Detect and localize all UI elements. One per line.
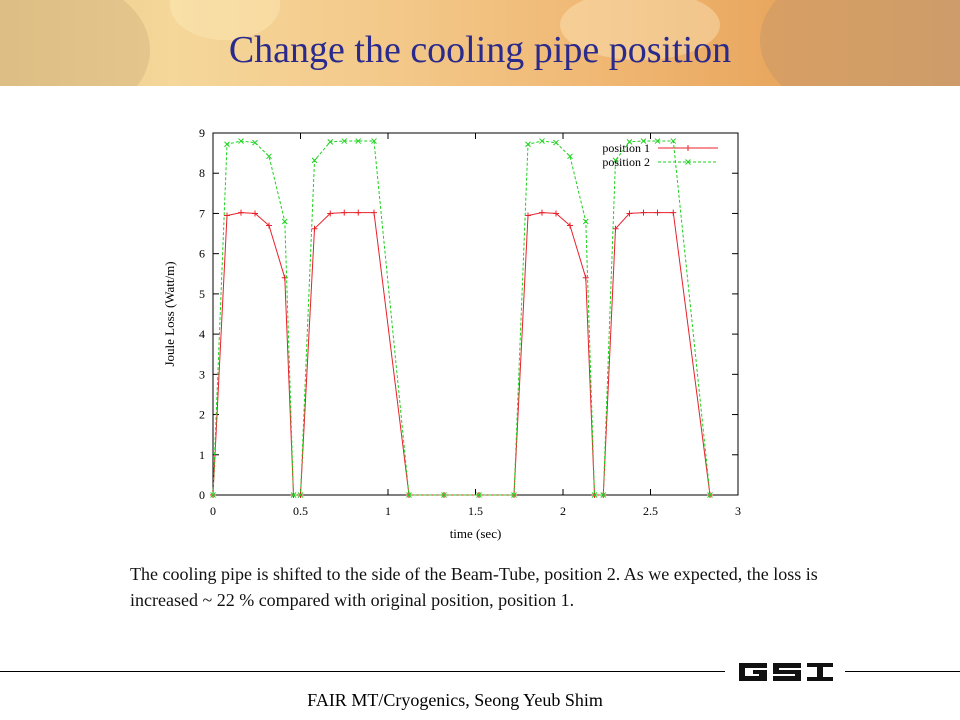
data-point [281, 218, 288, 225]
data-point [224, 212, 230, 219]
x-tick-label: 3 [735, 504, 741, 518]
data-point [591, 492, 598, 498]
x-tick-label: 0 [210, 504, 216, 518]
legend-label: position 2 [602, 155, 650, 169]
data-point [290, 492, 297, 498]
data-point [238, 138, 244, 144]
data-point [539, 209, 545, 216]
series-line-1 [212, 212, 711, 496]
data-point [224, 141, 230, 148]
x-axis-label: time (sec) [450, 526, 502, 541]
data-point [553, 210, 559, 217]
series-line-2 [212, 140, 711, 496]
banner-decoration [560, 0, 720, 60]
data-point [297, 492, 304, 498]
data-point [654, 209, 661, 216]
data-point [553, 139, 559, 146]
legend-marker [685, 159, 691, 165]
legend-label: position 1 [602, 141, 650, 155]
data-point [600, 492, 607, 498]
slide-caption: The cooling pipe is shifted to the side … [130, 564, 818, 610]
data-point [525, 212, 531, 219]
data-point [626, 210, 633, 217]
data-point [266, 153, 272, 160]
data-point [252, 210, 258, 217]
y-axis-label: Joule Loss (Watt/m) [162, 261, 177, 366]
x-tick-label: 2 [560, 504, 566, 518]
data-point [654, 138, 661, 144]
data-point [371, 138, 377, 144]
x-tick-label: 2.5 [643, 504, 658, 518]
banner-decoration [760, 0, 960, 86]
data-point [341, 209, 348, 216]
y-tick-label: 2 [199, 408, 205, 422]
data-point [511, 492, 517, 498]
data-point [371, 209, 377, 216]
data-point [670, 209, 677, 216]
data-point [311, 157, 318, 164]
data-point [670, 138, 677, 144]
data-point [355, 138, 362, 144]
data-point [327, 210, 334, 217]
y-tick-label: 4 [199, 327, 205, 341]
data-point [640, 138, 647, 144]
slide-title: Change the cooling pipe position [228, 29, 732, 71]
data-point [210, 492, 216, 498]
data-point [441, 492, 447, 498]
data-point [476, 492, 482, 498]
data-point [612, 157, 619, 164]
data-point [707, 492, 713, 498]
data-point [640, 209, 647, 216]
data-point [539, 138, 545, 144]
data-point [266, 222, 272, 229]
data-point [525, 141, 531, 148]
data-point [341, 138, 348, 144]
data-point [567, 222, 573, 229]
y-tick-label: 3 [199, 367, 205, 381]
y-tick-label: 5 [199, 287, 205, 301]
data-point [626, 138, 633, 145]
title-banner: Change the cooling pipe position [0, 0, 960, 86]
data-point [311, 225, 318, 232]
x-tick-label: 0.5 [293, 504, 308, 518]
data-point [238, 209, 244, 216]
x-tick-label: 1 [385, 504, 391, 518]
footer-divider-left [0, 671, 725, 672]
y-tick-label: 8 [199, 166, 205, 180]
y-tick-label: 1 [199, 448, 205, 462]
footer-divider-right [845, 671, 960, 672]
gsi-logo [739, 663, 833, 681]
x-tick-label: 1.5 [468, 504, 483, 518]
y-tick-label: 0 [199, 488, 205, 502]
data-point [327, 138, 334, 145]
y-tick-label: 6 [199, 247, 205, 261]
data-point [582, 218, 589, 225]
data-point [567, 153, 573, 160]
joule-loss-chart: 0 1 2 3 4 5 6 7 8 9 0 0.5 1 1.5 2 2.5 3 time (sec) Joule L… [162, 126, 741, 541]
legend-marker [685, 145, 691, 151]
data-point [355, 209, 362, 216]
banner-decoration [0, 0, 150, 86]
data-point [406, 492, 412, 498]
data-point [252, 139, 258, 146]
footer-text: FAIR MT/Cryogenics, Seong Yeub Shim [307, 690, 603, 710]
y-tick-label: 9 [199, 126, 205, 140]
y-tick-label: 7 [199, 206, 205, 220]
